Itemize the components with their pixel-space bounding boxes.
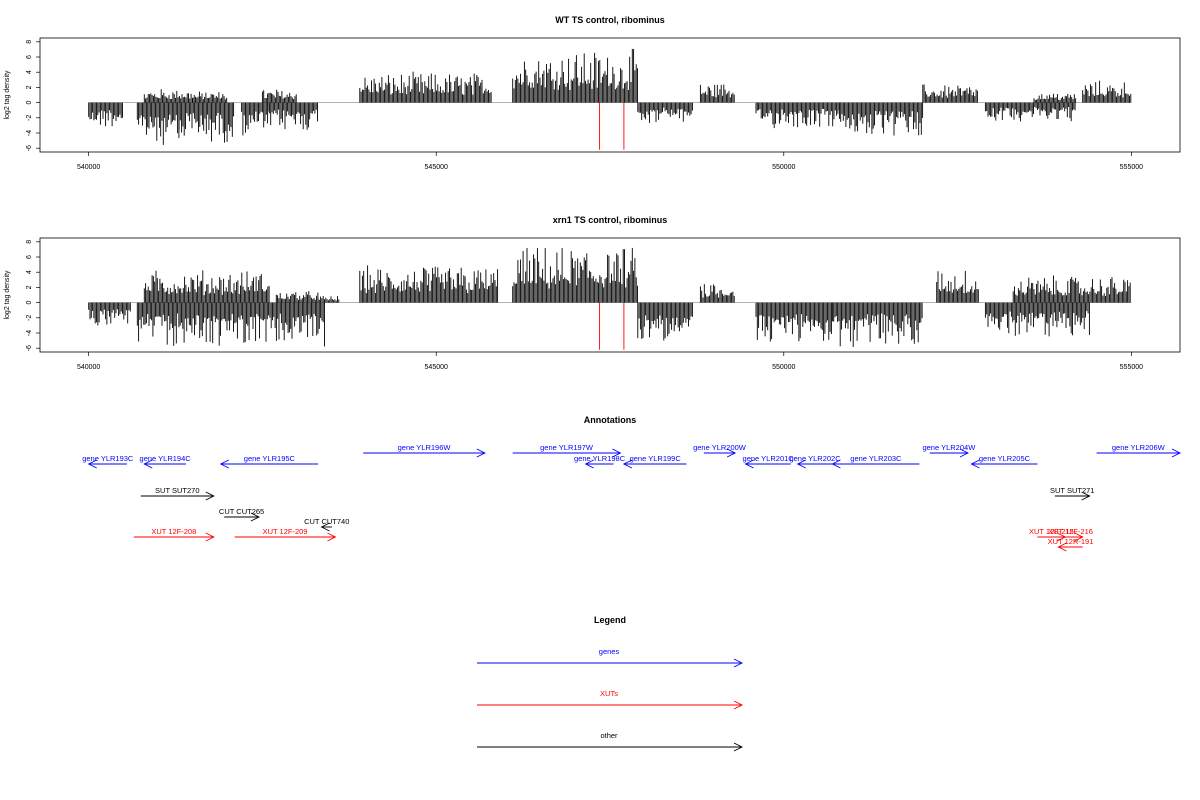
y-tick-label: 0 bbox=[26, 101, 33, 105]
annotation-label: SUT SUT271 bbox=[1050, 486, 1094, 495]
arrow-head bbox=[250, 512, 260, 522]
plot-frame bbox=[39, 237, 1181, 353]
annotation-label: gene YLR205C bbox=[979, 454, 1031, 463]
arrow-head bbox=[744, 459, 754, 469]
xrn1-panel: xrn1 TS control, ribominus -6 -4 -2 0 2 4 6 8 log… bbox=[4, 215, 1181, 371]
legend-panel: Legend genes XUTs other bbox=[477, 615, 744, 752]
annotation-label: gene YLR198C bbox=[574, 454, 626, 463]
annotation-label: CUT CUT265 bbox=[219, 507, 264, 516]
annotation-label: XUT 12R-191 bbox=[1048, 537, 1094, 546]
x-tick-label: 555000 bbox=[1120, 364, 1143, 371]
y-tick-label: -2 bbox=[26, 115, 33, 121]
x-tick-label: 555000 bbox=[1120, 164, 1143, 171]
y-axis-label: log2 tag density bbox=[4, 270, 11, 320]
arrow-head bbox=[831, 459, 841, 469]
annotation-label: CUT CUT740 bbox=[304, 517, 349, 526]
arrow-head bbox=[320, 522, 330, 532]
annotation-label: gene YLR203C bbox=[850, 454, 902, 463]
bar-series bbox=[88, 48, 1132, 145]
y-tick-label: 6 bbox=[26, 55, 33, 59]
arrow-head bbox=[205, 491, 215, 501]
annotation-label: SUT SUT270 bbox=[155, 486, 199, 495]
legend-label: other bbox=[600, 731, 618, 740]
legend-title: Legend bbox=[594, 615, 626, 625]
arrow-head bbox=[1057, 542, 1067, 552]
arrow-head bbox=[612, 448, 622, 458]
annotation-label: gene YLR196W bbox=[398, 443, 452, 452]
arrow-head bbox=[87, 459, 97, 469]
annotation-label: gene YLR200W bbox=[693, 443, 747, 452]
annotation-label: gene YLR194C bbox=[140, 454, 192, 463]
x-tick-label: 540000 bbox=[77, 364, 100, 371]
arrow-head bbox=[796, 459, 806, 469]
arrow-head bbox=[476, 448, 486, 458]
y-tick-label: 0 bbox=[26, 301, 33, 305]
arrow-head bbox=[1074, 532, 1084, 542]
arrow-head bbox=[970, 459, 980, 469]
x-tick-label: 550000 bbox=[772, 364, 795, 371]
y-tick-label: -2 bbox=[26, 315, 33, 321]
y-axis-label: log2 tag density bbox=[4, 70, 11, 120]
y-tick-label: 2 bbox=[26, 85, 33, 89]
y-tick-label: 8 bbox=[26, 240, 33, 244]
annotation-label: XUT 12F-216 bbox=[1048, 527, 1093, 536]
y-tick-label: 4 bbox=[26, 270, 33, 274]
arrow-head bbox=[726, 448, 737, 458]
y-tick-label: -6 bbox=[26, 145, 33, 151]
y-tick-label: 4 bbox=[26, 70, 33, 74]
arrow-head bbox=[584, 459, 594, 469]
arrow-head bbox=[219, 459, 229, 469]
bar-series bbox=[88, 247, 1131, 347]
annotation-label: gene YLR193C bbox=[82, 454, 134, 463]
arrow-head bbox=[622, 459, 633, 469]
annotation-label: gene YLR206W bbox=[1112, 443, 1166, 452]
annotation-label: gene YLR199C bbox=[630, 454, 682, 463]
annotation-label: XUT 12F-215 bbox=[1029, 527, 1074, 536]
annotation-label: gene YLR197W bbox=[540, 443, 594, 452]
annotation-label: XUT 12F-208 bbox=[151, 527, 196, 536]
annotations-title: Annotations bbox=[584, 415, 637, 425]
arrow-head bbox=[733, 700, 744, 710]
y-tick-label: 8 bbox=[26, 40, 33, 44]
y-tick-label: -4 bbox=[26, 330, 33, 336]
arrow-head bbox=[1081, 491, 1091, 501]
legend-label: genes bbox=[599, 647, 620, 656]
arrow-head bbox=[143, 459, 153, 469]
y-tick-label: -4 bbox=[26, 130, 33, 136]
annotation-label: gene YLR202C bbox=[789, 454, 841, 463]
arrow-head bbox=[733, 658, 744, 668]
wt-panel: WT TS control, ribominus -6 -4 -2 0 2 4 6 8 log2 … bbox=[4, 15, 1181, 171]
chart-title: xrn1 TS control, ribominus bbox=[553, 215, 668, 225]
annotation-label: XUT 12F-209 bbox=[263, 527, 308, 536]
annotation-label: gene YLR201C bbox=[743, 454, 795, 463]
annotations-panel: Annotations gene YLR193C gene YLR194C gene … bbox=[82, 415, 1182, 552]
x-tick-label: 545000 bbox=[425, 164, 448, 171]
annotation-label: gene YLR195C bbox=[244, 454, 296, 463]
x-tick-label: 545000 bbox=[425, 364, 448, 371]
arrow-head bbox=[959, 448, 969, 458]
x-tick-label: 550000 bbox=[772, 164, 795, 171]
annotation-label: gene YLR204W bbox=[922, 443, 976, 452]
arrow-head bbox=[327, 532, 337, 542]
chart-title: WT TS control, ribominus bbox=[555, 15, 665, 25]
arrow-head bbox=[205, 532, 215, 542]
y-tick-label: -6 bbox=[26, 345, 33, 351]
arrow-head bbox=[1171, 448, 1182, 458]
arrow-head bbox=[733, 742, 744, 752]
y-tick-label: 6 bbox=[26, 255, 33, 259]
legend-label: XUTs bbox=[600, 689, 618, 698]
x-tick-label: 540000 bbox=[77, 164, 100, 171]
plot-frame bbox=[39, 37, 1181, 153]
y-tick-label: 2 bbox=[26, 285, 33, 289]
